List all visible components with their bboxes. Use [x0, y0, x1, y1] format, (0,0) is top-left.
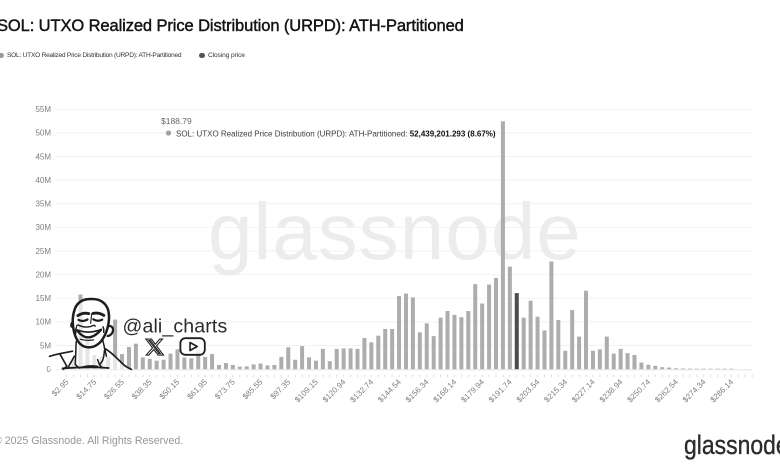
svg-text:50M: 50M	[35, 129, 51, 138]
svg-text:40M: 40M	[35, 176, 51, 185]
svg-text:$120.94: $120.94	[321, 377, 348, 404]
svg-text:$144.54: $144.54	[376, 377, 403, 404]
svg-text:15M: 15M	[35, 294, 51, 303]
svg-text:$61.95: $61.95	[185, 377, 209, 401]
svg-text:@ali_charts: @ali_charts	[123, 316, 228, 338]
svg-text:$238.94: $238.94	[598, 377, 625, 404]
svg-text:$132.74: $132.74	[348, 377, 375, 404]
svg-text:$188.79: $188.79	[161, 116, 192, 126]
svg-text:$50.15: $50.15	[158, 377, 182, 401]
svg-text:$2.95: $2.95	[50, 377, 71, 398]
svg-text:$85.55: $85.55	[241, 377, 265, 401]
svg-text:$227.14: $227.14	[570, 377, 597, 404]
svg-text:10M: 10M	[35, 318, 51, 327]
svg-text:25M: 25M	[35, 247, 51, 256]
svg-text:35M: 35M	[35, 200, 51, 209]
svg-text:$14.75: $14.75	[75, 377, 99, 401]
svg-text:$156.34: $156.34	[404, 377, 431, 404]
svg-text:$97.35: $97.35	[268, 377, 292, 401]
svg-text:$73.75: $73.75	[213, 377, 237, 401]
svg-text:45M: 45M	[35, 152, 51, 161]
svg-text:20M: 20M	[35, 270, 51, 279]
svg-text:glassnode: glassnode	[208, 187, 582, 276]
svg-text:$250.74: $250.74	[625, 377, 652, 404]
svg-text:$203.54: $203.54	[515, 377, 542, 404]
svg-text:55M: 55M	[35, 105, 51, 114]
svg-text:0: 0	[47, 365, 52, 374]
svg-text:$168.14: $168.14	[432, 377, 459, 404]
svg-text:$179.94: $179.94	[459, 377, 486, 404]
svg-text:$274.34: $274.34	[681, 377, 708, 404]
svg-text:$191.74: $191.74	[487, 377, 514, 404]
svg-text:$286.14: $286.14	[709, 377, 736, 404]
svg-text:SOL: UTXO Realized Price Distr: SOL: UTXO Realized Price Distribution (U…	[176, 129, 496, 138]
svg-text:30M: 30M	[35, 223, 51, 232]
svg-text:$262.54: $262.54	[653, 377, 680, 404]
svg-text:5M: 5M	[40, 341, 51, 350]
svg-text:$215.34: $215.34	[542, 377, 569, 404]
svg-text:$26.55: $26.55	[102, 377, 126, 401]
svg-text:$38.35: $38.35	[130, 377, 154, 401]
svg-text:$109.15: $109.15	[293, 377, 320, 404]
